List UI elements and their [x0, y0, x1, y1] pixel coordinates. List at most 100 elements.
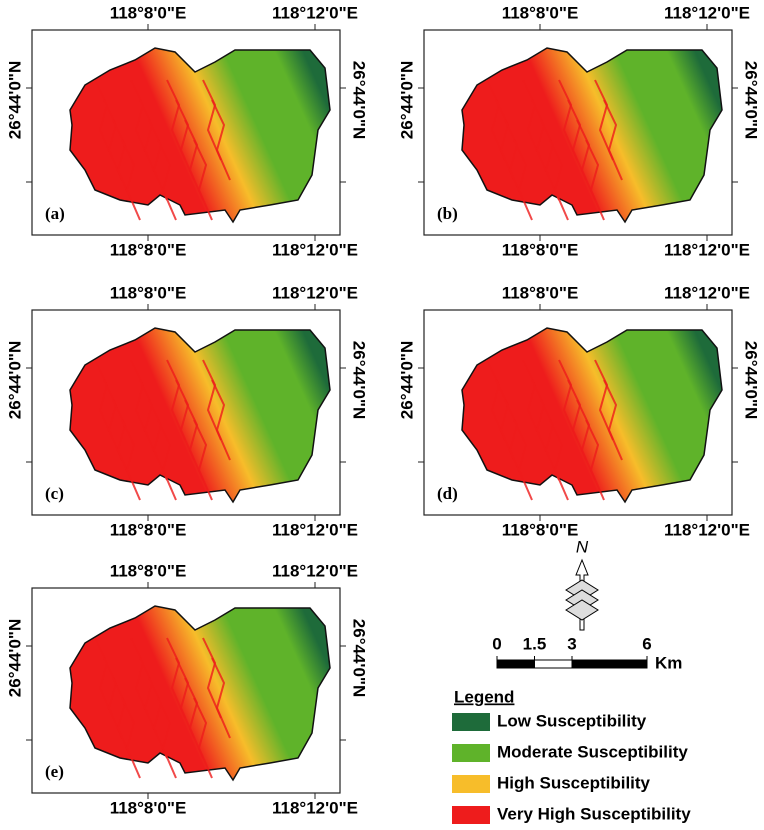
- drainage: [139, 379, 159, 461]
- scale-label: 0: [492, 634, 501, 653]
- legend-label: Very High Susceptibility: [497, 804, 691, 823]
- north-label: N: [576, 537, 589, 556]
- scale-label: 6: [642, 634, 651, 653]
- drainage: [513, 139, 533, 221]
- coord-label: 118°12'0"E: [664, 520, 750, 539]
- drainage: [103, 99, 123, 181]
- drainage: [486, 79, 506, 161]
- coord-label: 118°8'0"E: [110, 520, 187, 539]
- map-frame: [31, 587, 341, 794]
- drainage: [157, 419, 177, 501]
- drainage: [585, 139, 605, 221]
- drainage: [594, 79, 614, 161]
- drainage: [112, 399, 132, 481]
- coord-label: 118°12'0"E: [272, 240, 358, 259]
- drainage: [540, 399, 560, 481]
- drainage: [603, 99, 623, 181]
- drainage: [175, 657, 195, 739]
- drainage: [567, 99, 587, 181]
- drainage: [148, 119, 168, 201]
- drainage: [531, 379, 551, 461]
- drainage: [121, 139, 141, 221]
- drainage: [175, 379, 195, 461]
- scale-segment: [496, 659, 535, 669]
- panel-label: (b): [437, 204, 458, 223]
- map-panel: 118°8'0"E 118°12'0"E 118°8'0"E 118°12'0"E 26…: [397, 283, 760, 539]
- coord-label: 118°12'0"E: [664, 240, 750, 259]
- drainage: [603, 379, 623, 461]
- drainage: [211, 657, 231, 739]
- drainage: [175, 99, 195, 181]
- drainage: [567, 379, 587, 461]
- drainage: [157, 697, 177, 779]
- study-area: [69, 327, 331, 504]
- north-arrow: [565, 599, 599, 621]
- map-panel: 118°8'0"E 118°12'0"E 118°8'0"E 118°12'0"E 26…: [5, 3, 368, 259]
- panel-label: (c): [45, 484, 64, 503]
- map-panel: 118°8'0"E 118°12'0"E 118°8'0"E 118°12'0"E 26…: [5, 561, 368, 817]
- drainage: [193, 419, 213, 501]
- study-area: [69, 47, 331, 224]
- coord-label: 26°44'0"N: [742, 61, 761, 139]
- coord-label: 118°8'0"E: [502, 520, 579, 539]
- coord-label: 118°12'0"E: [272, 561, 358, 580]
- drainage: [202, 79, 222, 161]
- drainage: [522, 359, 542, 441]
- legend-swatch: [452, 713, 490, 731]
- legend-swatch: [452, 744, 490, 762]
- drainage: [130, 79, 150, 161]
- legend-label: High Susceptibility: [497, 773, 651, 792]
- drainage: [558, 79, 578, 161]
- coord-label: 26°44'0"N: [5, 341, 24, 419]
- drainage: [121, 419, 141, 501]
- coord-label: 118°8'0"E: [502, 283, 579, 302]
- drainage: [495, 379, 515, 461]
- drainage: [157, 139, 177, 221]
- drainage: [148, 399, 168, 481]
- drainage: [94, 79, 114, 161]
- coord-label: 118°8'0"E: [502, 240, 579, 259]
- drainage: [549, 419, 569, 501]
- coord-label: 118°12'0"E: [664, 283, 750, 302]
- drainage: [112, 677, 132, 759]
- coord-label: 118°8'0"E: [110, 3, 187, 22]
- drainage: [594, 359, 614, 441]
- map-frame: [31, 309, 341, 516]
- drainage: [139, 99, 159, 181]
- scale-unit: Km: [655, 653, 682, 672]
- panel-label: (d): [437, 484, 458, 503]
- drainage: [558, 359, 578, 441]
- drainage: [211, 379, 231, 461]
- drainage: [166, 637, 186, 719]
- drainage: [184, 399, 204, 481]
- drainage: [148, 677, 168, 759]
- coord-label: 26°44'0"N: [5, 619, 24, 697]
- legend-label: Moderate Susceptibility: [497, 742, 688, 761]
- scale-segment: [534, 659, 573, 669]
- drainage: [130, 359, 150, 441]
- drainage: [504, 119, 524, 201]
- coord-label: 118°8'0"E: [110, 283, 187, 302]
- drainage: [184, 677, 204, 759]
- coord-label: 26°44'0"N: [5, 61, 24, 139]
- coord-label: 26°44'0"N: [397, 341, 416, 419]
- coord-label: 118°12'0"E: [272, 798, 358, 817]
- drainage: [211, 99, 231, 181]
- scale-label: 3: [567, 634, 576, 653]
- scale-segment: [571, 659, 648, 669]
- drainage: [202, 359, 222, 441]
- coord-label: 26°44'0"N: [350, 61, 369, 139]
- coord-label: 26°44'0"N: [350, 341, 369, 419]
- drainage: [166, 79, 186, 161]
- coord-label: 26°44'0"N: [350, 619, 369, 697]
- legend-swatch: [452, 806, 490, 824]
- map-frame: [31, 29, 341, 236]
- drainage: [103, 657, 123, 739]
- coord-label: 118°12'0"E: [664, 3, 750, 22]
- coord-label: 118°8'0"E: [110, 798, 187, 817]
- drainage: [495, 99, 515, 181]
- drainage: [549, 139, 569, 221]
- drainage: [202, 637, 222, 719]
- panel-label: (a): [45, 204, 65, 223]
